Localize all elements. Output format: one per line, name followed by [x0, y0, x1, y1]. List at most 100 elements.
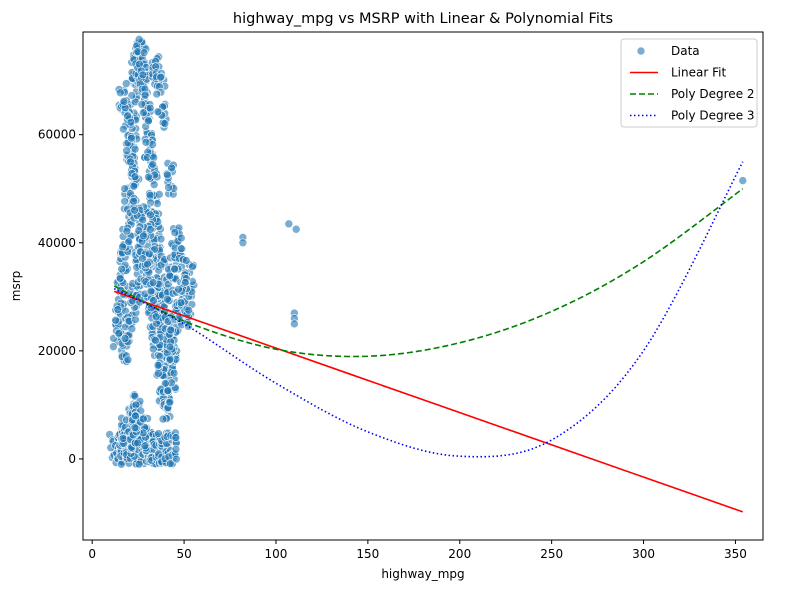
data-point	[166, 325, 176, 335]
chart-title: highway_mpg vs MSRP with Linear & Polyno…	[233, 11, 613, 27]
data-point	[176, 298, 186, 307]
data-point	[738, 176, 748, 185]
data-point	[127, 324, 137, 334]
legend: Data Linear Fit Poly Degree 2 Poly Degree 3	[620, 38, 758, 128]
data-point	[174, 284, 183, 294]
data-point	[120, 334, 130, 343]
data-point	[122, 146, 131, 155]
data-point	[145, 190, 155, 200]
data-point	[120, 184, 129, 193]
data-point	[169, 368, 179, 378]
data-point	[163, 170, 172, 180]
data-point	[153, 107, 163, 117]
data-point	[154, 369, 163, 378]
data-point	[146, 286, 156, 296]
data-point	[130, 391, 140, 401]
x-axis-label: highway_mpg	[381, 567, 464, 581]
data-point	[118, 242, 127, 252]
series-line-poly-degree-3	[113, 161, 744, 458]
y-axis-label: msrp	[9, 271, 23, 302]
data-point	[165, 342, 175, 352]
x-tick-label: 200	[448, 547, 471, 561]
data-point	[131, 411, 140, 421]
data-point	[133, 438, 143, 448]
data-point	[130, 205, 139, 215]
data-point	[114, 328, 124, 338]
data-point	[144, 116, 153, 126]
data-point	[146, 210, 155, 220]
data-point	[167, 163, 176, 173]
data-point	[171, 444, 181, 454]
data-point	[154, 190, 164, 199]
series-line-poly-degree-2	[113, 188, 744, 358]
data-point	[139, 414, 148, 424]
y-tick-label: 40000	[38, 236, 76, 250]
data-point	[123, 355, 133, 365]
data-point	[138, 254, 147, 263]
legend-entry: Linear Fit	[630, 66, 726, 80]
data-point	[144, 172, 153, 182]
data-point	[130, 144, 140, 154]
data-point	[115, 88, 125, 98]
data-point	[290, 319, 299, 329]
data-point	[171, 433, 181, 442]
x-tick-label: 0	[88, 547, 96, 561]
data-point	[165, 354, 175, 364]
data-point	[238, 238, 248, 248]
data-point	[130, 172, 140, 181]
y-tick-label: 0	[68, 452, 76, 466]
data-point	[156, 72, 165, 82]
data-point	[153, 360, 163, 370]
x-tick-label: 50	[176, 547, 191, 561]
data-marks	[105, 35, 748, 513]
x-tick-label: 300	[632, 547, 655, 561]
data-point	[126, 117, 136, 127]
data-point	[139, 48, 149, 57]
data-point	[137, 100, 147, 109]
plot-area	[82, 31, 764, 541]
data-point	[113, 305, 123, 314]
data-point	[176, 233, 186, 243]
data-point	[143, 259, 152, 269]
data-point	[124, 237, 134, 246]
data-point	[163, 294, 172, 304]
data-point	[138, 70, 148, 80]
data-point	[127, 133, 136, 143]
legend-entry: Poly Degree 2	[630, 87, 755, 101]
x-tick-label: 150	[356, 547, 379, 561]
x-tick-label: 250	[540, 547, 563, 561]
y-tick-label: 20000	[38, 344, 76, 358]
legend-entry: Data	[636, 44, 700, 58]
data-point	[181, 256, 191, 265]
data-point	[117, 264, 126, 274]
data-point	[158, 414, 168, 424]
data-point	[140, 90, 150, 100]
legend-label: Poly Degree 3	[671, 109, 755, 123]
x-tick-label: 100	[265, 547, 288, 561]
data-point	[149, 180, 159, 190]
data-point	[180, 278, 190, 287]
legend-label: Linear Fit	[671, 66, 726, 80]
data-point	[165, 271, 175, 281]
data-point	[184, 305, 194, 315]
data-point	[111, 315, 120, 325]
data-point	[129, 196, 138, 206]
data-point	[115, 273, 125, 283]
series-data	[105, 35, 748, 469]
data-point	[165, 459, 175, 468]
axes: 0 50 100 150 200 250 300 350 0 20000 40000 60000	[38, 128, 747, 561]
data-point	[291, 224, 301, 234]
data-point	[122, 226, 132, 236]
data-point	[119, 97, 129, 106]
data-point	[160, 119, 170, 128]
data-point	[163, 386, 173, 395]
legend-label: Poly Degree 2	[671, 87, 755, 101]
data-point	[145, 225, 155, 234]
legend-box	[620, 38, 758, 128]
data-point	[118, 434, 128, 443]
data-point	[130, 423, 140, 433]
data-point	[145, 249, 154, 259]
data-point	[145, 103, 155, 113]
legend-entry: Poly Degree 3	[630, 109, 755, 123]
